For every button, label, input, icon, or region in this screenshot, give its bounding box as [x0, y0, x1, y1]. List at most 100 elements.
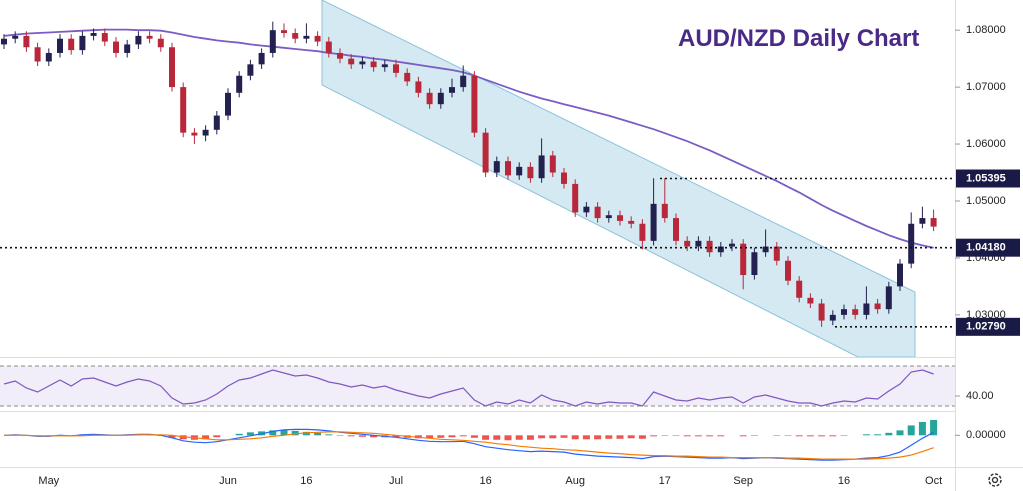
candle-body	[124, 44, 131, 53]
candle-body	[673, 218, 679, 241]
macd-histogram-bar	[694, 435, 702, 437]
macd-histogram-bar	[930, 419, 938, 436]
macd-histogram-bar	[358, 435, 366, 437]
candle-body	[863, 303, 870, 315]
candle-body	[113, 41, 119, 53]
macd-histogram-bar	[202, 435, 210, 440]
candle-body	[236, 75, 243, 93]
macd-histogram-bar	[347, 435, 355, 437]
macd-histogram-bar	[706, 435, 714, 437]
macd-histogram-bar	[795, 435, 803, 437]
macd-histogram-bar	[314, 432, 322, 436]
x-tick-label: 16	[838, 475, 850, 487]
macd-histogram-bar	[437, 435, 445, 438]
macd-histogram-bar	[594, 435, 602, 440]
candle-body	[897, 263, 903, 287]
macd-histogram-bar	[885, 432, 893, 436]
candle-body	[213, 115, 220, 130]
candle-body	[460, 75, 467, 88]
candle-body	[538, 155, 545, 179]
macd-histogram-bar	[426, 435, 434, 439]
macd-histogram-bar	[862, 434, 870, 436]
macd-histogram-bar	[907, 425, 915, 436]
candle-body	[337, 52, 343, 59]
macd-histogram-bar	[482, 435, 490, 440]
candle-body	[325, 41, 332, 53]
candle-body	[191, 132, 198, 136]
level-label: 1.05395	[966, 172, 1006, 184]
macd-histogram-bar	[717, 435, 725, 437]
candle-body	[527, 166, 534, 179]
y-tick-label: 1.06000	[966, 138, 1006, 150]
candle-body	[269, 30, 276, 53]
candle-body	[561, 172, 567, 184]
candle-body	[471, 75, 478, 133]
candle-body	[628, 220, 635, 224]
macd-histogram-bar	[739, 435, 747, 437]
macd-histogram-bar	[560, 435, 568, 438]
candle-body	[796, 280, 803, 298]
macd-histogram-bar	[627, 435, 635, 439]
candle-body	[617, 215, 623, 221]
candle-body	[482, 132, 489, 173]
candle-body	[762, 246, 769, 253]
macd-histogram-bar	[918, 421, 926, 436]
candle-body	[807, 297, 814, 304]
x-tick-label: Jul	[389, 475, 403, 487]
macd-histogram-bar	[213, 435, 221, 438]
y-tick-label: 0.00000	[966, 429, 1006, 441]
candle-body	[45, 52, 52, 62]
macd-histogram-bar	[526, 435, 534, 440]
x-tick-label: Aug	[565, 475, 585, 487]
candle-body	[258, 52, 265, 65]
candle-body	[773, 246, 780, 261]
candle-body	[247, 64, 254, 76]
candle-body	[751, 252, 758, 276]
candle-body	[818, 303, 825, 321]
candle-body	[684, 240, 691, 247]
candle-body	[314, 35, 321, 42]
x-tick-label: Oct	[925, 475, 942, 487]
macd-histogram-bar	[874, 434, 882, 436]
x-tick-label: 17	[659, 475, 671, 487]
candle-body	[101, 33, 108, 42]
chart-title: AUD/NZD Daily Chart	[678, 25, 919, 52]
settings-icon[interactable]	[988, 473, 1002, 487]
candle-body	[225, 92, 231, 116]
candle-body	[381, 64, 388, 68]
candle-body	[919, 218, 926, 224]
x-tick-label: 16	[479, 475, 491, 487]
macd-histogram-bar	[650, 435, 658, 437]
x-tick-label: May	[38, 475, 59, 487]
y-tick-label: 40.00	[966, 390, 994, 402]
candle-body	[359, 61, 366, 65]
candle-body	[717, 246, 724, 253]
macd-histogram-bar	[235, 433, 243, 436]
candle-body	[829, 314, 836, 321]
candle-body	[908, 223, 915, 264]
candle-body	[1, 38, 7, 45]
candle-body	[68, 38, 75, 51]
x-tick-label: 16	[300, 475, 312, 487]
candle-body	[12, 35, 19, 39]
candle-body	[146, 35, 153, 39]
candle-body	[841, 309, 847, 315]
candle-body	[281, 30, 287, 34]
candle-body	[157, 38, 164, 48]
rsi-band	[0, 366, 955, 406]
macd-histogram-bar	[818, 435, 826, 437]
macd-histogram-bar	[571, 435, 579, 440]
macd-histogram-bar	[538, 435, 546, 439]
candle-body	[650, 203, 657, 241]
candle-body	[202, 129, 209, 136]
macd-histogram-bar	[246, 432, 254, 436]
y-tick-label: 1.08000	[966, 24, 1006, 36]
moving-average	[3, 28, 934, 249]
candle-body	[785, 260, 791, 281]
x-tick-label: Jun	[219, 475, 237, 487]
candle-body	[348, 58, 355, 65]
candle-body	[729, 243, 735, 247]
candle-body	[370, 61, 377, 68]
